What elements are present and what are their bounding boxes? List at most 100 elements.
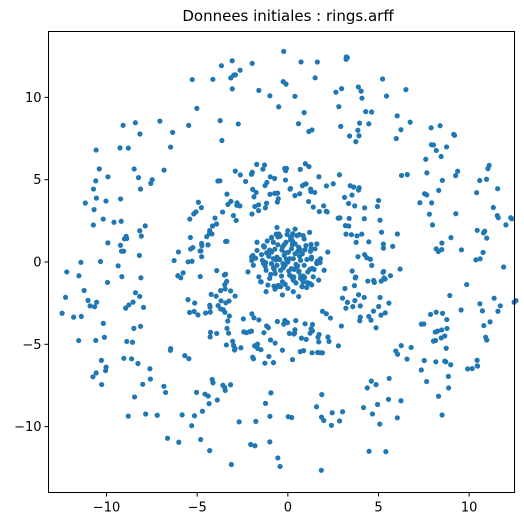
data-point-outer-ring [430,142,437,148]
data-point-middle-ring [292,193,298,199]
data-point-outer-ring [312,75,318,81]
data-point-outer-ring [176,439,182,445]
data-point-middle-ring [282,177,289,183]
data-point-middle-ring [308,188,314,195]
data-point-outer-ring [443,144,450,150]
data-point-outer-ring [93,370,99,376]
data-point-middle-ring [231,347,238,353]
data-point-middle-ring [214,268,220,274]
data-point-middle-ring [225,318,231,324]
data-point-outer-ring [119,274,125,280]
data-point-middle-ring [217,288,224,294]
data-point-outer-ring [380,76,386,82]
data-point-middle-ring [352,203,358,209]
data-point-outer-ring [90,374,96,380]
data-point-middle-ring [339,295,346,301]
data-point-outer-ring [474,227,480,233]
data-point-middle-ring [254,161,260,167]
data-point-outer-ring [136,252,142,259]
data-point-middle-ring [293,317,299,324]
data-point-outer-ring [98,357,104,363]
data-point-inner-cluster [267,275,273,282]
data-point-outer-ring [428,125,434,131]
data-point-outer-ring [439,412,445,418]
data-point-middle-ring [338,323,344,329]
data-point-inner-cluster [298,273,304,279]
data-point-inner-cluster [258,251,265,258]
data-point-inner-cluster [308,241,314,247]
data-point-outer-ring [501,264,507,270]
data-point-outer-ring [194,105,200,111]
data-point-middle-ring [279,347,286,353]
data-point-middle-ring [199,240,205,247]
data-point-inner-cluster [290,256,296,262]
data-point-outer-ring [85,297,91,303]
data-point-inner-cluster [300,279,306,285]
data-point-outer-ring [218,63,225,69]
data-point-outer-ring [394,113,400,119]
data-point-middle-ring [202,310,209,316]
data-point-outer-ring [277,463,283,470]
data-point-outer-ring [104,279,111,286]
data-point-middle-ring [307,330,313,336]
data-point-middle-ring [187,234,194,241]
data-point-middle-ring [326,338,332,345]
data-point-middle-ring [394,231,400,237]
data-point-outer-ring [90,186,97,192]
data-point-outer-ring [355,127,361,133]
data-point-outer-ring [353,139,359,145]
data-point-outer-ring [93,178,99,184]
data-point-middle-ring [321,203,327,209]
data-point-outer-ring [404,172,410,178]
data-point-outer-ring [346,133,353,139]
data-point-inner-cluster [253,255,259,261]
data-point-middle-ring [274,190,281,196]
data-point-middle-ring [364,255,370,261]
data-point-outer-ring [483,176,490,182]
data-point-outer-ring [480,249,486,256]
data-point-middle-ring [266,353,272,360]
data-point-outer-ring [149,177,155,183]
data-point-outer-ring [289,414,295,421]
data-point-middle-ring [352,275,358,281]
data-point-outer-ring [369,411,376,417]
data-point-inner-cluster [264,238,270,244]
data-point-inner-cluster [278,273,285,279]
data-point-outer-ring [385,396,392,402]
data-point-middle-ring [352,298,358,304]
data-point-outer-ring [125,145,131,151]
data-point-middle-ring [261,330,267,336]
data-point-middle-ring [380,241,386,247]
data-point-inner-cluster [265,282,271,288]
data-point-middle-ring [237,203,243,209]
data-point-middle-ring [186,309,193,316]
data-point-outer-ring [336,418,343,424]
data-point-outer-ring [424,378,430,385]
data-point-middle-ring [359,231,365,237]
data-point-outer-ring [210,380,216,386]
data-point-outer-ring [229,58,235,64]
data-point-outer-ring [477,301,483,307]
data-point-middle-ring [226,313,232,319]
data-point-outer-ring [206,401,212,407]
data-point-outer-ring [147,376,153,382]
chart-title: Donnees initiales : rings.arff [182,7,394,25]
data-point-outer-ring [253,418,259,424]
data-point-outer-ring [364,385,370,391]
data-point-outer-ring [429,222,436,228]
data-point-middle-ring [267,174,273,180]
data-point-outer-ring [137,323,144,329]
data-point-inner-cluster [303,242,309,249]
data-point-outer-ring [313,404,320,410]
data-point-middle-ring [309,350,315,356]
data-point-outer-ring [486,162,492,168]
data-point-outer-ring [78,313,84,320]
data-point-outer-ring [328,422,335,428]
data-point-outer-ring [189,76,195,83]
data-point-outer-ring [276,104,282,110]
data-point-outer-ring [76,337,82,344]
data-point-outer-ring [433,147,439,154]
data-point-inner-cluster [289,238,296,244]
data-point-middle-ring [262,205,268,211]
data-point-outer-ring [438,153,444,160]
